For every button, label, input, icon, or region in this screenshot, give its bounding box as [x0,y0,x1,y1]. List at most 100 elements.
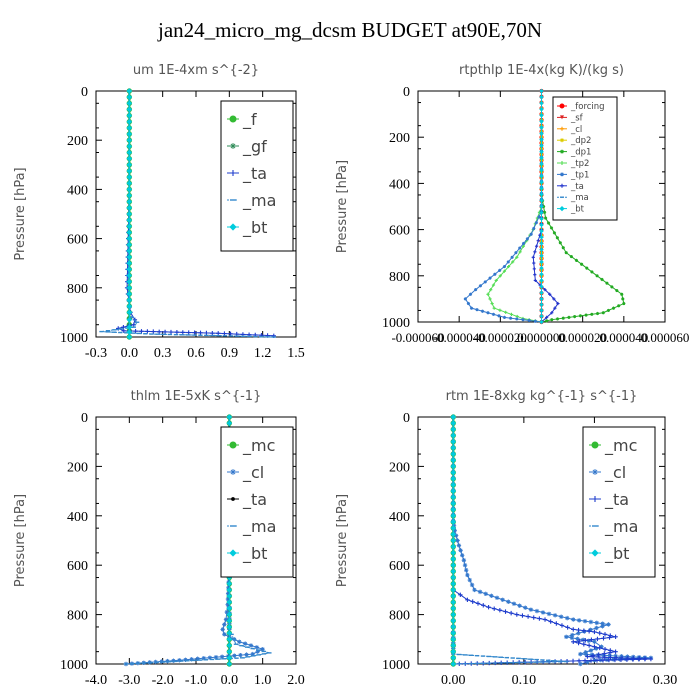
data-point [451,523,457,528]
data-point [250,651,255,657]
data-point [539,247,544,252]
data-point [585,266,589,270]
data-point [450,605,457,612]
data-point [450,661,457,667]
y-tick-label: 1000 [382,316,410,331]
legend-label: _tp2 [570,159,589,169]
data-point [450,482,457,488]
data-point [450,531,457,538]
x-tick-label: -0.000020 [474,330,527,345]
y-tick-label: 1000 [382,658,410,673]
data-point [126,174,133,180]
data-point [222,632,227,637]
legend-marker [229,441,237,449]
data-point [226,642,233,649]
data-point [595,274,599,278]
data-point [539,192,544,197]
data-point [578,661,583,667]
data-point [174,330,180,335]
data-point [500,597,505,602]
data-point [450,636,457,643]
data-point [511,260,515,264]
x-tick-label: 0.0 [121,346,139,361]
data-point [593,646,599,651]
data-point [602,655,607,660]
data-point [156,329,162,334]
data-point [450,648,457,655]
series-line [487,91,542,323]
x-tick-label: 0.000040 [599,330,648,345]
legend-marker [230,170,236,176]
data-point [539,272,544,277]
data-point [210,330,215,336]
data-point [537,616,542,621]
data-point [502,264,507,269]
y-tick-label: 0 [403,85,410,100]
data-point [552,297,556,301]
data-point [450,537,457,544]
legend-marker [591,549,599,557]
data-point [565,615,570,621]
data-point [472,587,477,593]
data-point [624,657,630,662]
data-point [226,611,233,618]
data-point [226,648,233,655]
data-point [126,186,133,193]
data-point [648,656,654,662]
data-point [494,278,498,283]
data-point [220,627,225,632]
legend-label: _dp2 [570,136,591,146]
data-point [450,587,457,593]
legend-marker [592,496,598,502]
data-point [571,639,576,644]
data-point [515,255,519,259]
data-point [539,186,544,191]
legend-label: _ta [604,490,629,510]
data-point [539,100,544,106]
legend-label: _mc [242,436,275,456]
x-tick-label: -3.0 [118,673,140,688]
x-tick-label: 0.3 [154,346,172,361]
data-point [539,179,544,185]
data-point [622,301,626,306]
data-point [458,592,463,598]
data-point [450,451,457,457]
data-point [450,655,457,661]
data-point [226,585,231,590]
data-point [450,550,457,556]
data-point [461,558,467,563]
data-point [514,251,518,255]
data-point [177,658,182,663]
data-point [480,309,485,313]
data-point [539,302,544,307]
data-point [126,297,133,303]
data-point [539,319,544,325]
legend-label: _ma [242,191,276,211]
data-point [578,314,582,318]
data-point [492,606,497,611]
data-point [585,659,590,665]
data-point [450,642,457,649]
data-point [540,610,546,615]
data-point [564,251,568,255]
data-point [606,657,612,663]
data-point [600,277,604,282]
data-point [126,112,133,119]
data-point [544,216,548,220]
data-point [237,639,242,644]
data-point [232,653,237,658]
data-point [475,308,479,312]
data-point [539,161,544,167]
data-point [539,253,544,258]
data-point [126,180,133,187]
data-point [151,329,156,334]
data-point [539,284,544,289]
legend-label: _forcing [570,102,605,112]
data-point [576,631,581,636]
y-tick-label: 0 [81,85,88,100]
data-point [139,329,144,334]
y-tick-label: 800 [67,609,88,624]
y-tick-label: 600 [67,233,88,248]
data-point [602,646,608,652]
data-point [613,649,618,654]
